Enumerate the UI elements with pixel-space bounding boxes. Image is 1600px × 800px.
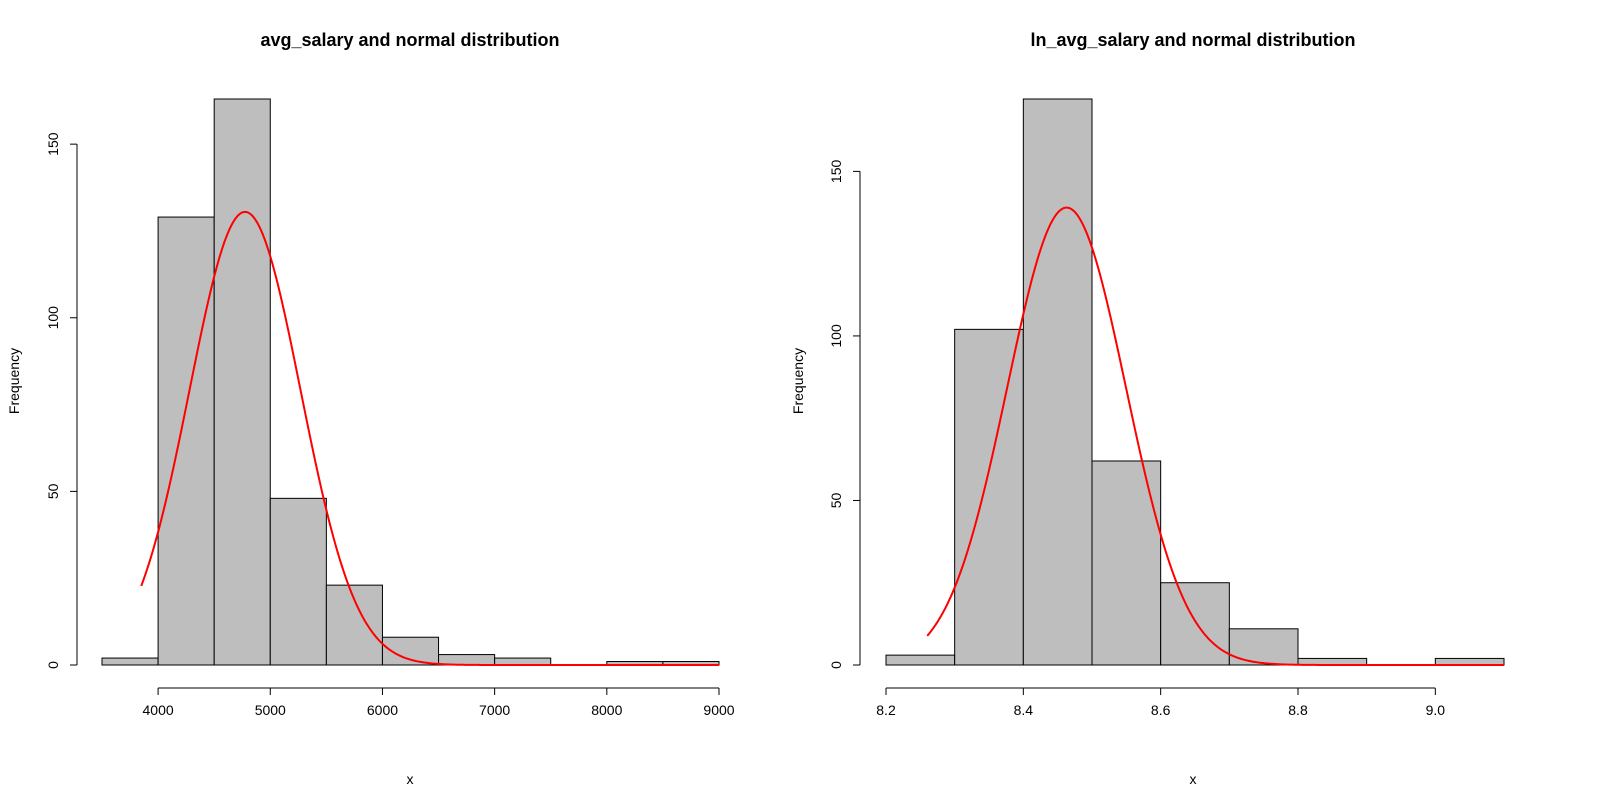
x-axis-label: x — [1190, 771, 1197, 787]
histogram-panel-left: avg_salary and normal distribution x Fre… — [6, 30, 735, 787]
histogram-bar — [157, 216, 215, 666]
x-tick-label: 8000 — [591, 702, 622, 718]
histogram-bar — [269, 497, 327, 666]
normal-curve — [140, 210, 719, 666]
x-tick-label: 8.8 — [1288, 702, 1308, 718]
histogram-bar — [494, 657, 552, 666]
histogram-bar — [885, 654, 956, 666]
x-tick-label: 8.6 — [1151, 702, 1171, 718]
x-axis: 8.2 8.4 8.6 8.8 9.0 — [876, 687, 1446, 718]
y-tick-label: 50 — [45, 483, 61, 499]
histogram-bars — [885, 98, 1505, 666]
chart-title: ln_avg_salary and normal distribution — [1030, 30, 1355, 50]
y-axis-label: Frequency — [790, 348, 806, 414]
histogram-bar — [213, 98, 271, 666]
histogram-bar — [1022, 98, 1093, 666]
histogram-bar — [325, 584, 383, 666]
y-tick-label: 100 — [45, 306, 61, 330]
y-tick-label: 50 — [828, 492, 844, 508]
y-axis: 0 50 100 150 — [45, 132, 78, 669]
histogram-panel-right: ln_avg_salary and normal distribution x … — [790, 30, 1505, 787]
y-tick-label: 100 — [828, 324, 844, 348]
y-tick-label: 150 — [828, 160, 844, 184]
histogram-bar — [1228, 628, 1299, 666]
x-tick-label: 4000 — [143, 702, 174, 718]
y-tick-label: 0 — [45, 661, 61, 669]
y-axis: 0 50 100 150 — [828, 160, 861, 669]
x-tick-label: 8.2 — [876, 702, 896, 718]
x-axis-label: x — [407, 771, 414, 787]
x-tick-label: 6000 — [367, 702, 398, 718]
histogram-bar — [1091, 460, 1162, 666]
x-tick-label: 9000 — [703, 702, 734, 718]
y-tick-label: 0 — [828, 661, 844, 669]
x-axis: 4000 5000 6000 7000 8000 9000 — [143, 687, 735, 718]
histogram-bars — [101, 98, 720, 666]
chart-title: avg_salary and normal distribution — [260, 30, 559, 50]
histogram-bar — [101, 657, 159, 666]
y-axis-label: Frequency — [6, 348, 22, 414]
x-tick-label: 9.0 — [1426, 702, 1446, 718]
histogram-bar — [1160, 582, 1230, 666]
x-tick-label: 8.4 — [1014, 702, 1034, 718]
normal-curve — [926, 206, 1504, 666]
histogram-bar — [954, 328, 1024, 666]
x-tick-label: 5000 — [255, 702, 286, 718]
y-tick-label: 150 — [45, 132, 61, 156]
x-tick-label: 7000 — [479, 702, 510, 718]
